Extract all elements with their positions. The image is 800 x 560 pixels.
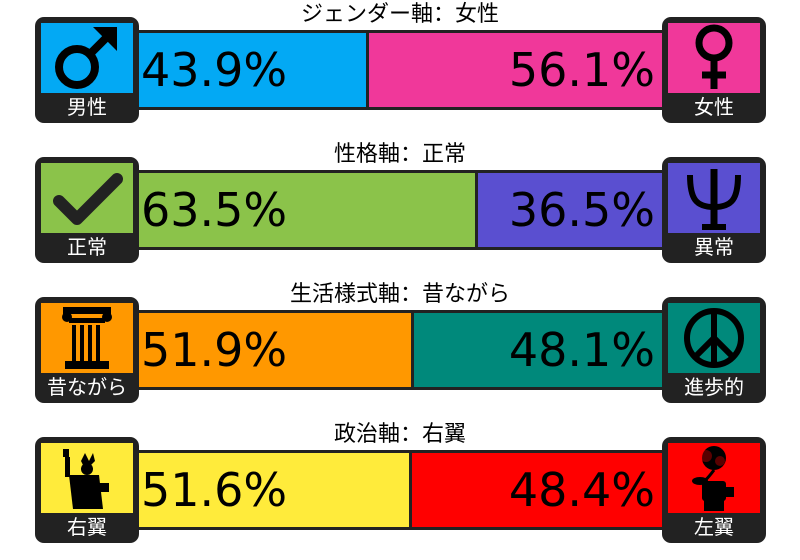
stacked-bar: 63.5% 36.5%	[120, 170, 680, 250]
badge-label: 左翼	[694, 515, 734, 539]
psi-icon	[668, 163, 760, 233]
bar-segment-right: 36.5%	[478, 173, 677, 247]
axis-row: ジェンダー軸：女性 43.9% 56.1% 男性 女性	[0, 0, 800, 140]
bar-segment-left: 43.9%	[123, 33, 366, 107]
badge-left: 右翼	[35, 437, 139, 543]
badge-label: 右翼	[67, 515, 107, 539]
badge-label: 男性	[67, 95, 107, 119]
badge-left: 正常	[35, 157, 139, 263]
badge-right: 左翼	[662, 437, 766, 543]
badge-label: 異常	[694, 235, 734, 259]
badge-label: 昔ながら	[47, 375, 127, 399]
badge-right: 進歩的	[662, 297, 766, 403]
badge-label: 進歩的	[684, 375, 744, 399]
bar-segment-right: 56.1%	[369, 33, 677, 107]
peace-icon	[668, 303, 760, 373]
stacked-bar: 51.9% 48.1%	[120, 310, 680, 390]
statue-of-liberty-icon	[41, 443, 133, 513]
axis-title: 性格軸：正常	[333, 142, 466, 167]
checkmark-icon	[41, 163, 133, 233]
stacked-bar: 43.9% 56.1%	[120, 30, 680, 110]
badge-right: 異常	[662, 157, 766, 263]
stacked-bar: 51.6% 48.4%	[120, 450, 680, 530]
axis-row: 政治軸：右翼 51.6% 48.4% 右翼 左翼	[0, 420, 800, 560]
axis-title: 政治軸：右翼	[333, 422, 466, 447]
female-symbol-icon	[668, 23, 760, 93]
bar-segment-right: 48.4%	[412, 453, 677, 527]
bar-segment-right: 48.1%	[414, 313, 677, 387]
badge-left: 昔ながら	[35, 297, 139, 403]
badge-left: 男性	[35, 17, 139, 123]
axis-title: 生活様式軸：昔ながら	[289, 282, 510, 307]
badge-right: 女性	[662, 17, 766, 123]
badge-label: 女性	[694, 95, 734, 119]
column-icon	[41, 303, 133, 373]
bar-segment-left: 63.5%	[123, 173, 475, 247]
male-symbol-icon	[41, 23, 133, 93]
axis-row: 性格軸：正常 63.5% 36.5% 正常 異常	[0, 140, 800, 280]
bar-segment-left: 51.6%	[123, 453, 409, 527]
bar-segment-left: 51.9%	[123, 313, 411, 387]
badge-label: 正常	[67, 235, 107, 259]
axis-title: ジェンダー軸：女性	[300, 2, 499, 27]
axis-row: 生活様式軸：昔ながら 51.9% 48.1% 昔ながら 進歩的	[0, 280, 800, 420]
fist-rose-icon	[668, 443, 760, 513]
